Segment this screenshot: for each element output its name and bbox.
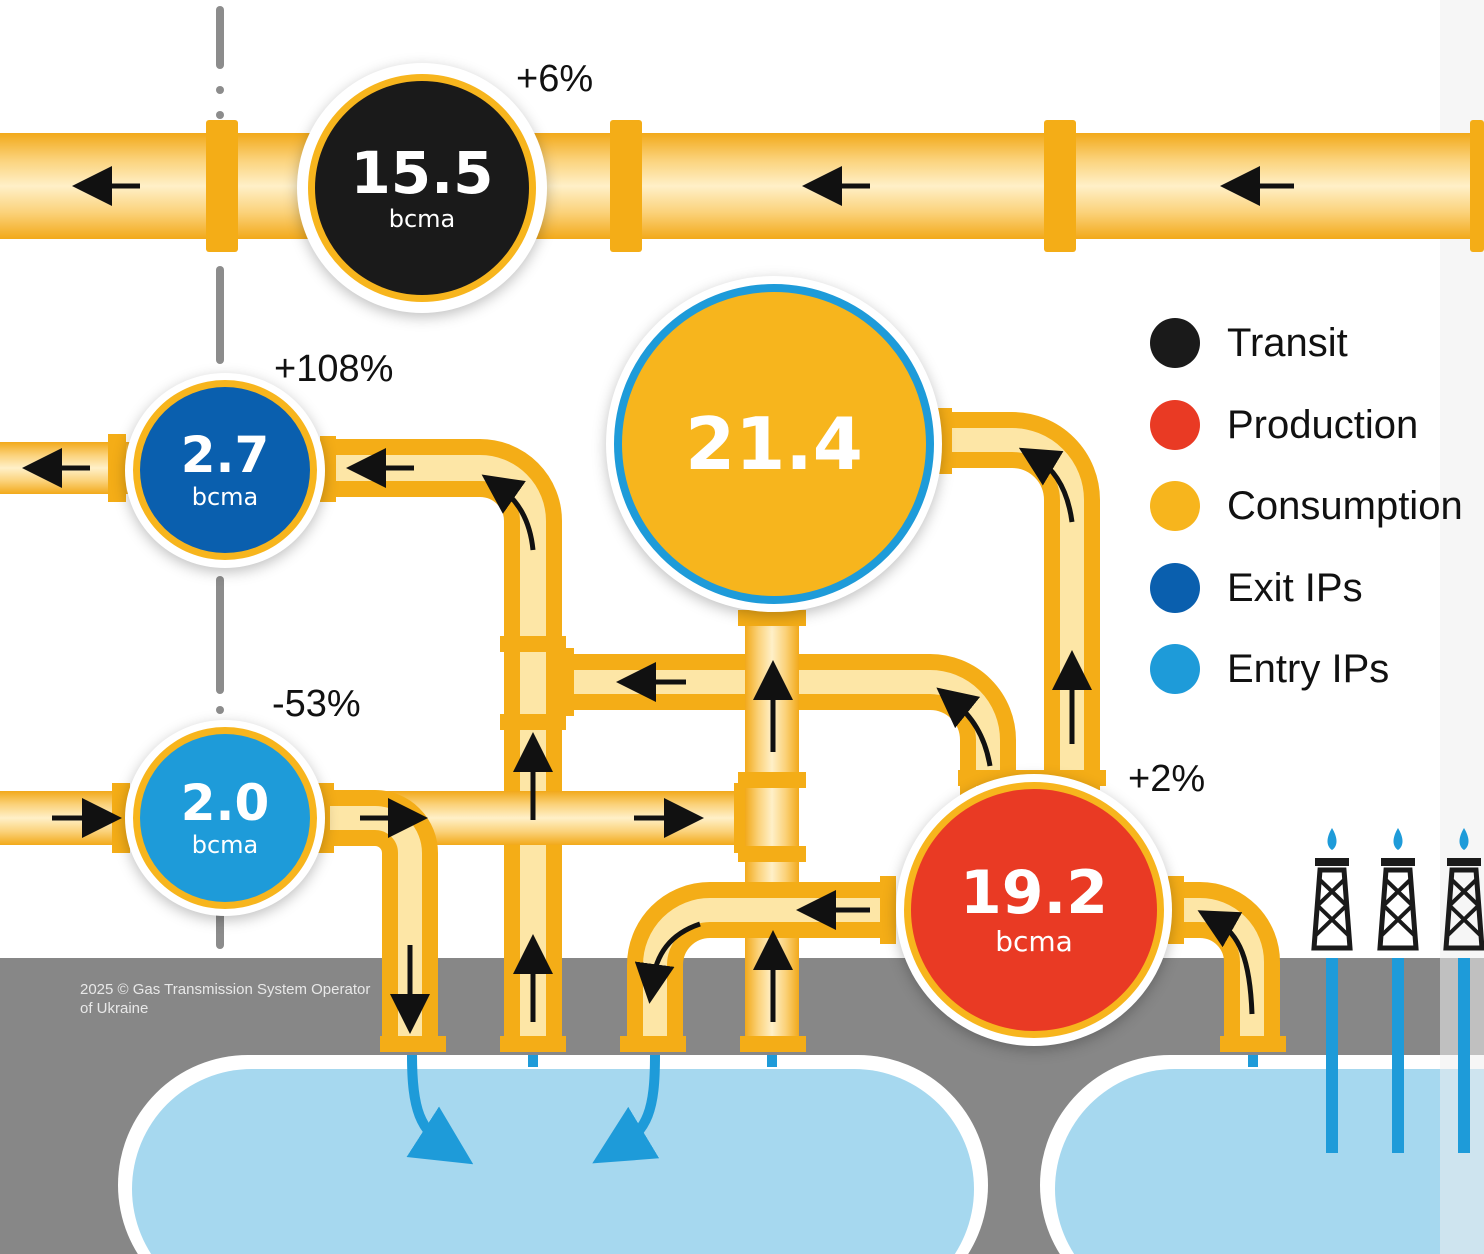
- exit-change: +108%: [274, 348, 394, 390]
- legend-item-production: Production: [1150, 400, 1418, 450]
- consumption-node: 21.4: [614, 284, 934, 604]
- consumption-color-swatch: [1150, 481, 1200, 531]
- gas-wells: [1311, 828, 1484, 1153]
- entry-change: -53%: [272, 683, 361, 725]
- entry-node: 2.0 bcma: [133, 727, 317, 909]
- production-node: 19.2 bcma: [904, 782, 1164, 1038]
- transit-value: 15.5: [350, 138, 494, 207]
- legend-label: Exit IPs: [1227, 565, 1363, 610]
- entry-ips-color-swatch: [1150, 644, 1200, 694]
- legend-label: Entry IPs: [1227, 646, 1390, 691]
- exit-ips-color-swatch: [1150, 563, 1200, 613]
- production-unit: bcma: [995, 924, 1073, 958]
- transit-color-swatch: [1150, 318, 1200, 368]
- production-value: 19.2: [959, 857, 1109, 928]
- exit-unit: bcma: [191, 482, 259, 511]
- production-change: +2%: [1128, 758, 1206, 800]
- legend-item-entry-ips: Entry IPs: [1150, 644, 1389, 694]
- flow-arrows: [22, 166, 1294, 1034]
- storage-tank-right: [1040, 1055, 1484, 1254]
- entry-unit: bcma: [191, 830, 259, 859]
- exit-node: 2.7 bcma: [133, 380, 317, 560]
- transit-node: 15.5 bcma: [308, 74, 536, 302]
- transit-unit: bcma: [388, 204, 456, 233]
- legend-label: Production: [1227, 402, 1419, 447]
- production-color-swatch: [1150, 400, 1200, 450]
- legend-item-exit-ips: Exit IPs: [1150, 563, 1363, 613]
- transit-change: +6%: [516, 58, 594, 100]
- legend-item-consumption: Consumption: [1150, 481, 1463, 531]
- entry-value: 2.0: [180, 773, 270, 832]
- storage-tank-left: [118, 1055, 988, 1254]
- legend-label: Consumption: [1227, 483, 1463, 528]
- legend-item-transit: Transit: [1150, 318, 1348, 368]
- copyright-text: 2025 © Gas Transmission System Operator …: [80, 981, 371, 1017]
- legend-label: Transit: [1227, 320, 1348, 365]
- consumption-value: 21.4: [685, 402, 863, 486]
- exit-value: 2.7: [180, 425, 270, 484]
